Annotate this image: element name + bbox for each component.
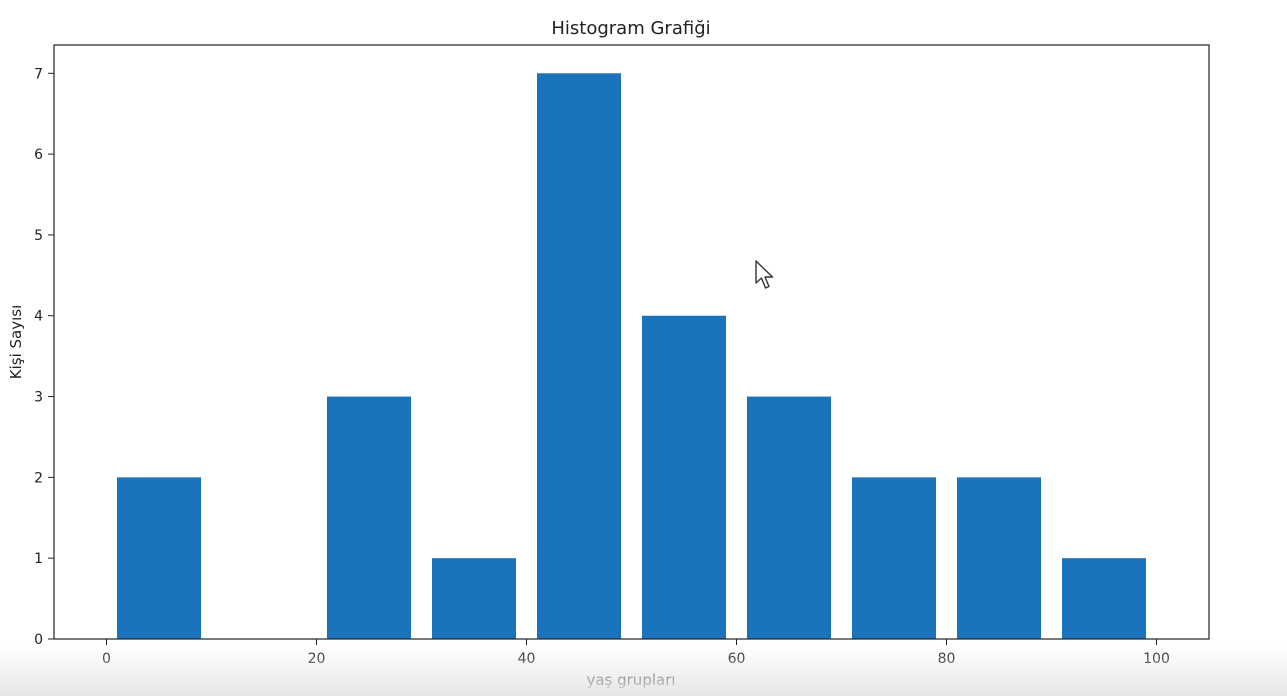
y-tick-label: 7 [34,66,43,82]
histogram-bar [327,396,411,639]
y-tick-label: 5 [34,228,43,244]
x-tick-label: 100 [1143,651,1170,667]
histogram-bar [432,558,516,639]
y-tick-label: 4 [34,309,43,325]
chart-title: Histogram Grafiği [551,18,710,39]
x-tick-label: 60 [728,651,746,667]
x-tick-label: 0 [102,651,111,667]
y-tick-label: 0 [34,632,43,648]
plot-frame [53,44,1210,640]
y-tick-label: 1 [34,551,43,567]
x-axis-label: yaş grupları [586,671,675,689]
y-tick-label: 2 [34,470,43,486]
x-tick-label: 80 [938,651,956,667]
histogram-bar [117,477,201,639]
x-tick-label: 20 [308,651,326,667]
bars-layer [117,73,1146,640]
x-tick-label: 40 [518,651,536,667]
histogram-bar [1062,558,1146,639]
histogram-bar [957,477,1041,639]
mouse-pointer-icon [755,260,774,289]
y-tick-label: 6 [34,147,43,163]
histogram-bar [537,73,621,640]
histogram-bar [642,315,726,639]
y-axis-label: Kişi Sayısı [7,305,25,380]
histogram-bar [747,396,831,639]
y-tick-label: 3 [34,390,43,406]
histogram-bar [852,477,936,639]
